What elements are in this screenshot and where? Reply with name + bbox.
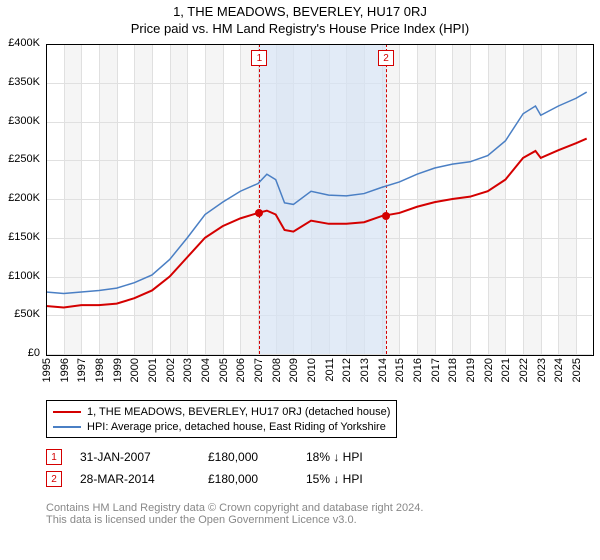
- x-tick-label: 2019: [465, 358, 477, 382]
- footer: Contains HM Land Registry data © Crown c…: [46, 502, 423, 526]
- x-tick-label: 2018: [447, 358, 459, 382]
- sale-price: £180,000: [208, 472, 288, 486]
- sale-row: 2 28-MAR-2014 £180,000 15% ↓ HPI: [46, 468, 406, 490]
- x-tick-label: 2017: [430, 358, 442, 382]
- legend: 1, THE MEADOWS, BEVERLEY, HU17 0RJ (deta…: [46, 400, 397, 438]
- sale-date: 31-JAN-2007: [80, 450, 190, 464]
- legend-swatch: [53, 411, 81, 413]
- legend-row: HPI: Average price, detached house, East…: [53, 419, 390, 434]
- legend-label: HPI: Average price, detached house, East…: [87, 421, 386, 433]
- x-tick-label: 2006: [235, 358, 247, 382]
- footer-line-1: Contains HM Land Registry data © Crown c…: [46, 502, 423, 514]
- x-tick-label: 2023: [536, 358, 548, 382]
- x-tick-label: 2013: [359, 358, 371, 382]
- chart-container: 1, THE MEADOWS, BEVERLEY, HU17 0RJ Price…: [0, 0, 600, 560]
- x-tick-label: 1996: [59, 358, 71, 382]
- sale-index-box: 2: [46, 471, 62, 487]
- plot-area: [46, 44, 594, 356]
- sales-table: 1 31-JAN-2007 £180,000 18% ↓ HPI 2 28-MAR-201…: [46, 446, 406, 490]
- x-tick-label: 1998: [94, 358, 106, 382]
- x-tick-label: 2014: [377, 358, 389, 382]
- x-tick-label: 2000: [129, 358, 141, 382]
- x-tick-label: 2010: [306, 358, 318, 382]
- x-tick-label: 2011: [324, 358, 336, 382]
- x-tick-label: 2005: [218, 358, 230, 382]
- sale-diff: 15% ↓ HPI: [306, 472, 406, 486]
- x-tick-label: 2007: [253, 358, 265, 382]
- x-tick-label: 1999: [112, 358, 124, 382]
- x-tick-label: 2003: [182, 358, 194, 382]
- x-tick-label: 1997: [76, 358, 88, 382]
- x-tick-label: 2008: [271, 358, 283, 382]
- sale-date: 28-MAR-2014: [80, 472, 190, 486]
- x-tick-label: 1995: [41, 358, 53, 382]
- sale-diff: 18% ↓ HPI: [306, 450, 406, 464]
- x-tick-label: 2009: [288, 358, 300, 382]
- footer-line-2: This data is licensed under the Open Gov…: [46, 514, 423, 526]
- legend-row: 1, THE MEADOWS, BEVERLEY, HU17 0RJ (deta…: [53, 404, 390, 419]
- sale-price: £180,000: [208, 450, 288, 464]
- x-tick-label: 2012: [341, 358, 353, 382]
- x-tick-label: 2015: [394, 358, 406, 382]
- sale-row: 1 31-JAN-2007 £180,000 18% ↓ HPI: [46, 446, 406, 468]
- x-tick-label: 2025: [571, 358, 583, 382]
- x-tick-label: 2024: [553, 358, 565, 382]
- x-tick-label: 2001: [147, 358, 159, 382]
- x-tick-label: 2004: [200, 358, 212, 382]
- x-tick-label: 2020: [483, 358, 495, 382]
- x-tick-label: 2022: [518, 358, 530, 382]
- legend-label: 1, THE MEADOWS, BEVERLEY, HU17 0RJ (deta…: [87, 406, 390, 418]
- legend-swatch: [53, 426, 81, 428]
- x-tick-label: 2016: [412, 358, 424, 382]
- x-tick-label: 2021: [500, 358, 512, 382]
- x-tick-label: 2002: [165, 358, 177, 382]
- sale-index-box: 1: [46, 449, 62, 465]
